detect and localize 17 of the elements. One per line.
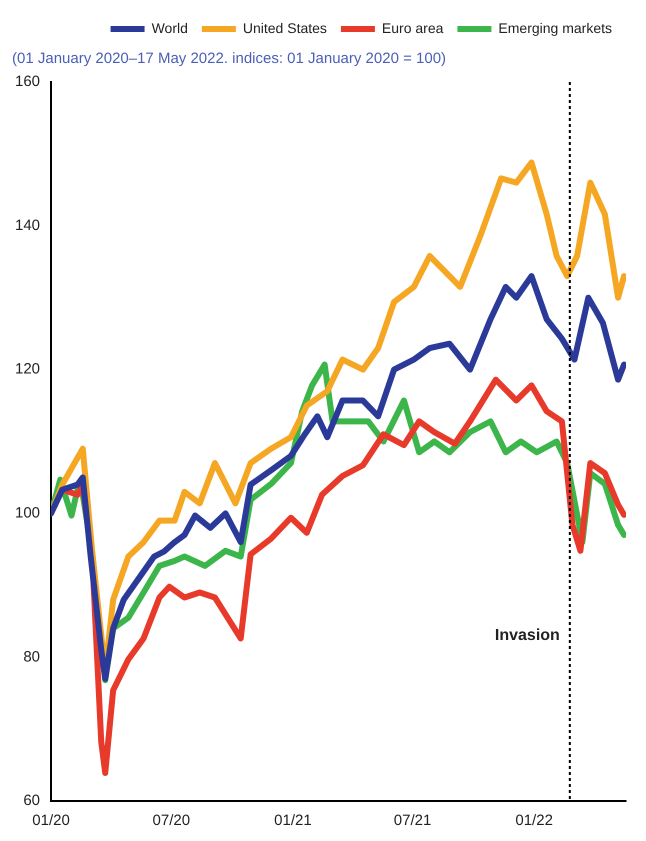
ref-line-label: Invasion <box>494 627 560 644</box>
chart-subtitle: (01 January 2020–17 May 2022. indices: 01 January 2020 = 100) <box>12 50 446 68</box>
x-tick-label: 01/20 <box>32 812 70 830</box>
x-tick-label: 07/21 <box>394 812 432 830</box>
legend-label: United States <box>242 20 327 36</box>
y-tick-label: 120 <box>14 360 40 378</box>
y-tick-label: 140 <box>14 216 40 234</box>
x-tick-label: 07/20 <box>152 812 190 830</box>
y-tick-label: 80 <box>23 648 40 666</box>
x-tick-label: 01/22 <box>515 812 553 830</box>
legend-label: Euro area <box>382 20 444 36</box>
x-tick-label: 01/21 <box>274 812 312 830</box>
legend-label: Emerging markets <box>498 20 612 36</box>
legend-label: World <box>152 20 188 36</box>
y-tick-label: 60 <box>23 792 40 810</box>
y-tick-label: 100 <box>14 504 40 522</box>
y-tick-label: 160 <box>14 73 40 90</box>
